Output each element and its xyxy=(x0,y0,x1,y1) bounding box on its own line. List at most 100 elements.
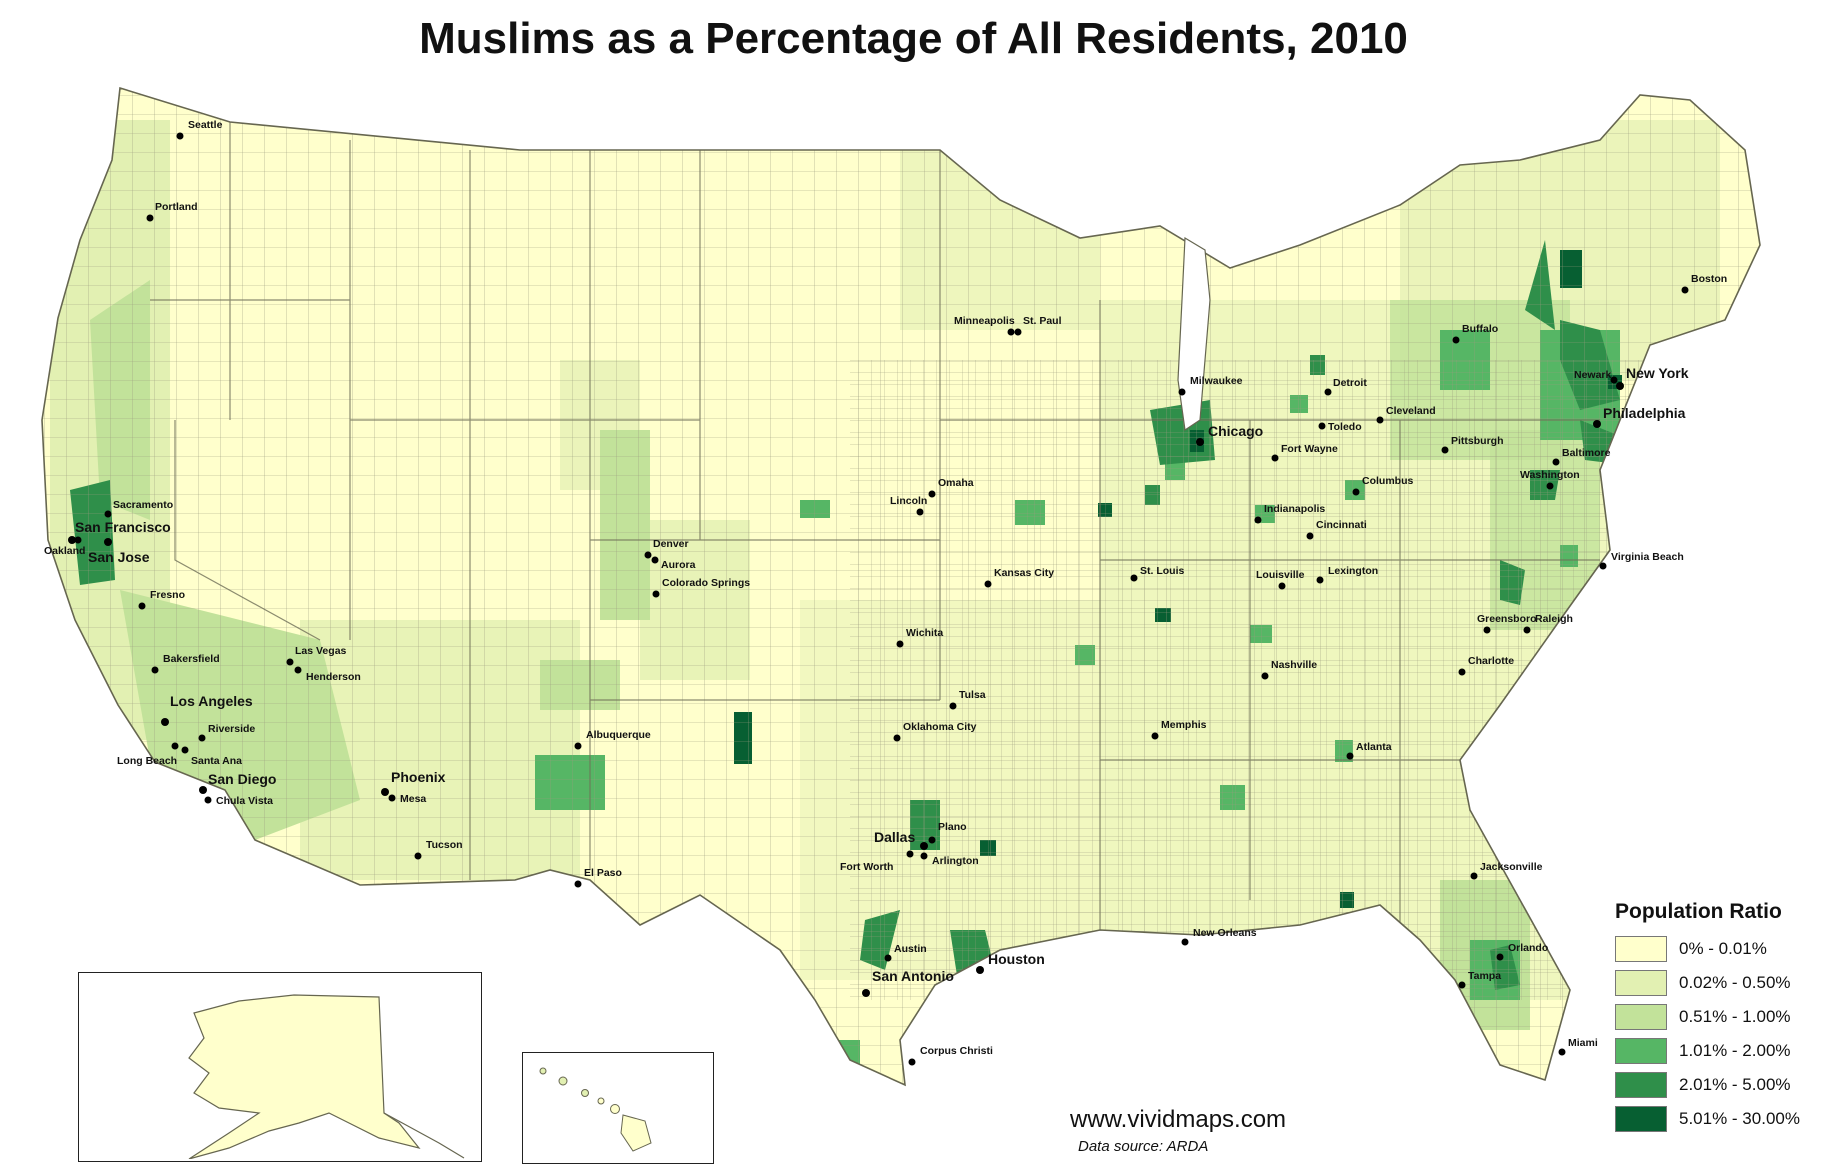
city-marker: Chula Vista xyxy=(204,795,273,807)
city-label: Columbus xyxy=(1362,475,1413,487)
city-label: Philadelphia xyxy=(1603,405,1686,421)
city-label: Pittsburgh xyxy=(1451,435,1504,447)
city-marker: Tulsa xyxy=(949,689,986,710)
city-label: Seattle xyxy=(188,119,223,131)
city-label: El Paso xyxy=(584,867,622,879)
city-label: Lexington xyxy=(1328,565,1378,577)
alaska-inset xyxy=(78,972,482,1162)
city-marker: Houston xyxy=(976,951,1045,974)
city-label: Henderson xyxy=(306,671,361,683)
data-source: Data source: ARDA xyxy=(1078,1138,1209,1155)
city-dot xyxy=(1014,328,1022,336)
city-label: Toledo xyxy=(1328,421,1362,433)
city-dot xyxy=(644,551,652,559)
city-label: Milwaukee xyxy=(1190,375,1243,387)
city-marker: El Paso xyxy=(574,867,622,888)
city-marker: Cincinnati xyxy=(1306,519,1367,540)
city-dot xyxy=(574,880,582,888)
city-label: Fort Wayne xyxy=(1281,443,1338,455)
city-label: Aurora xyxy=(661,559,696,571)
city-dot xyxy=(381,788,389,796)
city-label: Indianapolis xyxy=(1264,503,1325,515)
city-marker: Fort Worth xyxy=(840,850,914,873)
city-dot xyxy=(388,794,396,802)
city-dot xyxy=(916,508,924,516)
city-dot xyxy=(574,742,582,750)
city-dot xyxy=(1271,454,1279,462)
city-label: Jacksonville xyxy=(1480,861,1543,873)
city-marker: Raleigh xyxy=(1523,613,1573,634)
city-dot xyxy=(1441,446,1449,454)
city-label: Raleigh xyxy=(1535,613,1573,625)
city-marker: Fresno xyxy=(138,589,185,610)
city-dot xyxy=(984,580,992,588)
city-marker: Nashville xyxy=(1261,659,1317,680)
city-dot xyxy=(74,536,82,544)
city-label: Chula Vista xyxy=(216,795,273,807)
city-marker: Arlington xyxy=(920,852,979,867)
city-dot xyxy=(68,536,76,544)
city-label: San Francisco xyxy=(75,519,171,535)
city-marker: Long Beach xyxy=(117,742,179,767)
city-dot xyxy=(138,602,146,610)
city-label: Charlotte xyxy=(1468,655,1514,667)
city-marker: Detroit xyxy=(1324,377,1367,396)
city-dot xyxy=(1458,981,1466,989)
city-marker: San Diego xyxy=(199,771,276,794)
city-label: Omaha xyxy=(938,477,974,489)
city-dot xyxy=(1599,562,1607,570)
city-dot xyxy=(1546,482,1554,490)
city-marker: New Orleans xyxy=(1181,927,1257,946)
website-credit: www.vividmaps.com xyxy=(1070,1106,1287,1133)
city-label: Boston xyxy=(1691,273,1727,285)
city-marker: Tucson xyxy=(414,839,463,860)
city-label: Chicago xyxy=(1208,423,1263,439)
city-marker: Charlotte xyxy=(1458,655,1514,676)
city-label: Wichita xyxy=(906,627,943,639)
city-marker: Lexington xyxy=(1316,565,1378,584)
legend: Population Ratio 0% - 0.01% 0.02% - 0.50%… xyxy=(1615,900,1820,1138)
city-dot xyxy=(1151,732,1159,740)
city-dot xyxy=(920,842,928,850)
city-label: Austin xyxy=(894,943,927,955)
legend-title: Population Ratio xyxy=(1615,900,1782,923)
city-marker: Seattle xyxy=(176,119,223,140)
city-label: Mesa xyxy=(400,793,426,805)
city-dot xyxy=(151,666,159,674)
city-marker: Colorado Springs xyxy=(652,577,750,598)
city-dot xyxy=(1318,422,1326,430)
city-marker: Oakland xyxy=(44,536,85,557)
city-dot xyxy=(906,850,914,858)
city-dot xyxy=(104,538,112,546)
city-marker: Dallas xyxy=(874,829,928,850)
city-label: St. Paul xyxy=(1023,315,1062,327)
legend-item: 0% - 0.01% xyxy=(1615,934,1820,964)
city-label: Phoenix xyxy=(391,769,446,785)
legend-swatch xyxy=(1615,1106,1667,1132)
legend-swatch xyxy=(1615,1038,1667,1064)
city-marker: Philadelphia xyxy=(1593,405,1686,428)
city-marker: Baltimore xyxy=(1552,447,1611,466)
city-marker: San Antonio xyxy=(862,968,954,997)
city-marker: Atlanta xyxy=(1346,741,1392,760)
city-marker: Indianapolis xyxy=(1254,503,1325,524)
city-marker: Denver xyxy=(644,538,689,559)
legend-swatch xyxy=(1615,936,1667,962)
city-dot xyxy=(893,734,901,742)
city-marker: Sacramento xyxy=(104,499,173,518)
city-dot xyxy=(1681,286,1689,294)
city-label: Orlando xyxy=(1508,942,1548,954)
city-dot xyxy=(1558,1048,1566,1056)
legend-swatch xyxy=(1615,970,1667,996)
lake-michigan xyxy=(1177,236,1211,432)
city-label: Louisville xyxy=(1256,569,1305,581)
city-dot xyxy=(976,966,984,974)
legend-label: 1.01% - 2.00% xyxy=(1679,1041,1791,1060)
city-marker: Milwaukee xyxy=(1178,375,1243,396)
city-dot xyxy=(1552,458,1560,466)
city-marker: Greensboro xyxy=(1477,613,1537,634)
city-marker: Chicago xyxy=(1196,423,1263,446)
city-label: Colorado Springs xyxy=(662,577,750,589)
city-marker: Mesa xyxy=(388,793,426,805)
